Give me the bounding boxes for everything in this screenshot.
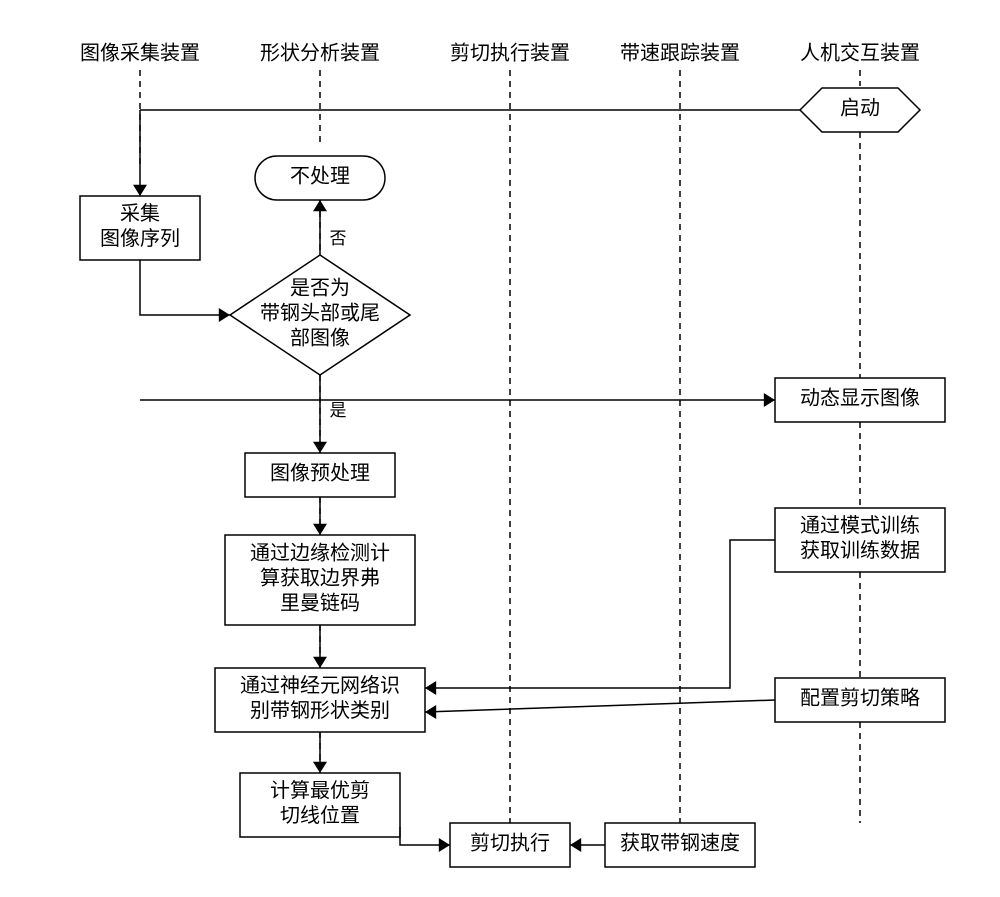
svg-text:切线位置: 切线位置 xyxy=(280,804,360,827)
svg-text:计算最优剪: 计算最优剪 xyxy=(270,779,370,802)
svg-text:获取带钢速度: 获取带钢速度 xyxy=(620,832,740,855)
svg-text:启动: 启动 xyxy=(840,97,880,120)
svg-text:算获取边界弗: 算获取边界弗 xyxy=(260,567,380,590)
svg-text:是: 是 xyxy=(330,401,347,420)
svg-text:形状分析装置: 形状分析装置 xyxy=(260,42,380,65)
svg-text:不处理: 不处理 xyxy=(290,165,350,188)
svg-text:通过模式训练: 通过模式训练 xyxy=(800,514,920,537)
svg-text:通过神经元网络识: 通过神经元网络识 xyxy=(240,674,400,697)
svg-text:带钢头部或尾: 带钢头部或尾 xyxy=(260,302,380,325)
svg-text:配置剪切策略: 配置剪切策略 xyxy=(800,687,920,710)
svg-text:剪切执行装置: 剪切执行装置 xyxy=(450,42,570,65)
svg-text:采集: 采集 xyxy=(120,202,160,225)
svg-text:别带钢形状类别: 别带钢形状类别 xyxy=(250,699,390,722)
svg-text:图像序列: 图像序列 xyxy=(100,227,180,250)
svg-text:人机交互装置: 人机交互装置 xyxy=(800,42,920,65)
svg-text:图像预处理: 图像预处理 xyxy=(270,462,370,485)
svg-text:否: 否 xyxy=(330,229,347,248)
svg-text:里曼链码: 里曼链码 xyxy=(280,592,360,615)
svg-text:通过边缘检测计: 通过边缘检测计 xyxy=(250,542,390,565)
svg-text:部图像: 部图像 xyxy=(290,327,350,350)
svg-text:带速跟踪装置: 带速跟踪装置 xyxy=(620,42,740,65)
svg-text:图像采集装置: 图像采集装置 xyxy=(80,42,200,65)
svg-text:剪切执行: 剪切执行 xyxy=(470,832,550,855)
svg-text:动态显示图像: 动态显示图像 xyxy=(800,387,920,410)
svg-text:是否为: 是否为 xyxy=(290,277,350,300)
svg-text:获取训练数据: 获取训练数据 xyxy=(800,539,920,562)
